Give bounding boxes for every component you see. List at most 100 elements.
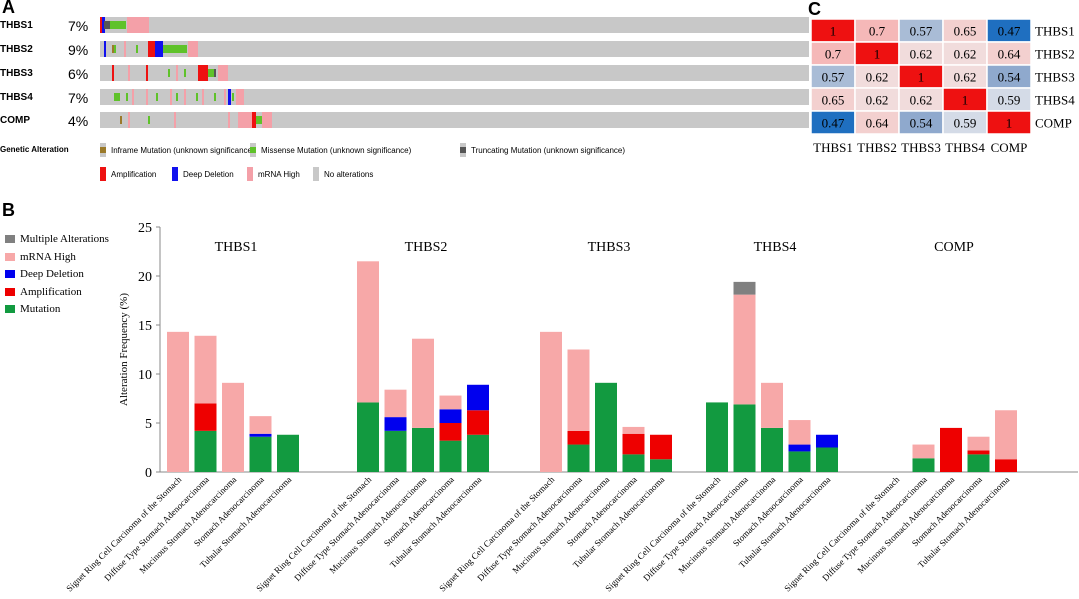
- bar-segment: [357, 261, 379, 403]
- bar-segment: [967, 450, 990, 455]
- bar-segment: [384, 430, 407, 472]
- legend-swatch: [100, 167, 106, 181]
- svg-text:0.64: 0.64: [998, 47, 1021, 62]
- alteration-mark: [128, 65, 130, 81]
- bar-legend-item: Mutation: [5, 303, 60, 315]
- heatmap-cell: 0.62: [854, 64, 900, 89]
- svg-text:1: 1: [962, 93, 969, 108]
- svg-text:0.64: 0.64: [866, 116, 889, 131]
- bar-segment: [788, 444, 811, 452]
- x-tick-label: Signet Ring Cell Carcinoma of the Stomac…: [64, 474, 183, 593]
- legend-swatch: [247, 167, 253, 181]
- heatmap-col-label: THBS3: [901, 140, 941, 155]
- bar-segment: [650, 434, 672, 460]
- alteration-mark: [126, 93, 128, 101]
- alteration-mark: [127, 17, 149, 33]
- bar-segment: [567, 349, 590, 431]
- bar-segment: [995, 459, 1017, 472]
- legend-label: Amplification: [111, 169, 157, 179]
- alteration-mark: [148, 41, 155, 57]
- alteration-mark: [136, 45, 138, 53]
- bar-segment: [194, 335, 217, 404]
- x-tick-label: Signet Ring Cell Carcinoma of the Stomac…: [437, 474, 556, 593]
- legend-label: Inframe Mutation (unknown significance): [111, 145, 255, 155]
- heatmap-row-label: COMP: [1035, 116, 1072, 131]
- legend-swatch: [100, 143, 106, 157]
- alteration-mark: [214, 93, 216, 101]
- alteration-mark: [156, 93, 158, 101]
- alteration-mark: [120, 116, 122, 124]
- heatmap-cell: 0.47: [986, 18, 1032, 43]
- bar-segment: [912, 444, 935, 459]
- bar-legend-swatch: [5, 235, 15, 243]
- gene-track: [100, 41, 809, 57]
- bar-segment: [249, 433, 272, 437]
- alteration-mark: [146, 89, 148, 105]
- bar-segment: [940, 427, 962, 472]
- alteration-mark: [238, 112, 252, 128]
- bar-segment: [912, 458, 935, 472]
- bar-segment: [816, 447, 838, 472]
- bar-segment: [622, 433, 645, 455]
- legend-swatch: [250, 143, 256, 157]
- alteration-mark: [104, 21, 110, 29]
- gene-group-title: THBS1: [215, 240, 258, 255]
- alteration-mark: [262, 112, 272, 128]
- heatmap-cell: 0.7: [854, 18, 900, 43]
- gene-track: [100, 89, 809, 105]
- bar-segment: [249, 416, 272, 434]
- svg-text:0.62: 0.62: [954, 70, 977, 85]
- svg-text:0.47: 0.47: [998, 24, 1021, 39]
- y-tick-label: 5: [145, 417, 152, 432]
- heatmap-row-label: THBS1: [1035, 24, 1075, 39]
- alteration-mark: [176, 65, 178, 81]
- heatmap-cell: 1: [898, 64, 944, 89]
- gene-label: THBS2: [0, 44, 33, 55]
- bar-segment: [761, 382, 783, 428]
- bar-segment: [384, 417, 407, 431]
- alteration-mark: [176, 93, 178, 101]
- gene-label: THBS4: [0, 92, 33, 103]
- bar-segment: [967, 454, 990, 472]
- x-tick-label: Diffuse Type Stomach Adenocarcinoma: [102, 474, 211, 583]
- alteration-mark: [208, 69, 216, 77]
- heatmap-cell: 0.57: [810, 64, 856, 89]
- alteration-mark: [112, 65, 114, 81]
- bar-segment: [167, 331, 189, 472]
- svg-text:0.7: 0.7: [825, 47, 842, 62]
- correlation-heatmap: 1 0.7 0.57 0.65 0.47 0.7 1 0.62 0.62 0.64 0.57 0.62…: [810, 18, 1075, 155]
- heatmap-cell: 0.62: [942, 64, 988, 89]
- bar-segment: [788, 420, 811, 445]
- alteration-mark: [232, 93, 234, 101]
- alteration-mark: [155, 41, 163, 57]
- heatmap-cell: 0.62: [898, 87, 944, 112]
- x-tick-label: Diffuse Type Stomach Adenocarcinoma: [475, 474, 584, 583]
- gene-alteration-percent: 4%: [68, 113, 89, 129]
- bar-segment: [467, 384, 489, 411]
- bar-segment: [467, 410, 489, 435]
- bar-segment: [761, 427, 783, 472]
- alteration-mark: [202, 89, 204, 105]
- alteration-mark: [148, 116, 150, 124]
- heatmap-cell: 1: [942, 87, 988, 112]
- bar-segment: [967, 436, 990, 451]
- svg-text:0.62: 0.62: [954, 47, 977, 62]
- bar-legend-swatch: [5, 305, 15, 313]
- bar-segment: [439, 440, 462, 472]
- gene-group-title: THBS4: [754, 240, 797, 255]
- alteration-legend-item: No alterations: [313, 167, 373, 181]
- bar-legend-item: Multiple Alterations: [5, 233, 109, 245]
- bar-segment: [384, 389, 407, 418]
- alteration-mark: [184, 89, 186, 105]
- alteration-mark: [110, 21, 126, 29]
- panel-a-label: A: [2, 0, 15, 17]
- bar-segment: [412, 427, 434, 472]
- bar-segment: [357, 402, 379, 472]
- alteration-mark: [236, 89, 244, 105]
- bar-legend-swatch: [5, 270, 15, 278]
- bar-legend-item: Deep Deletion: [5, 268, 84, 280]
- legend-label: Missense Mutation (unknown significance): [261, 145, 412, 155]
- x-tick-label: Diffuse Type Stomach Adenocarcinoma: [292, 474, 401, 583]
- bar-segment: [595, 382, 617, 472]
- alteration-mark: [218, 65, 228, 81]
